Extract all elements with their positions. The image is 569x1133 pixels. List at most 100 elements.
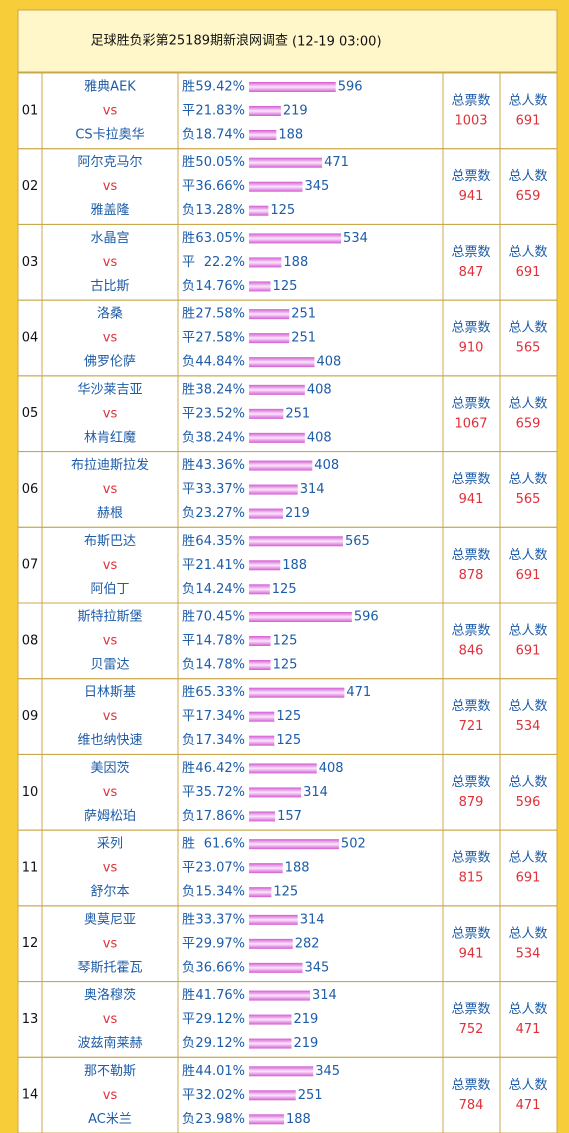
outcome-label: 胜 xyxy=(182,912,195,927)
total-votes-label: 总票数 xyxy=(451,245,490,260)
vote-bar xyxy=(249,811,276,822)
away-team: 雅盖隆 xyxy=(90,203,129,218)
outcome-label: 胜 xyxy=(182,382,195,397)
total-votes-label: 总票数 xyxy=(451,1078,490,1093)
vote-bar xyxy=(249,839,339,850)
home-team: 水晶宫 xyxy=(90,231,129,246)
outcome-label: 负 xyxy=(182,203,195,218)
vote-bar xyxy=(249,508,283,519)
vote-count: 282 xyxy=(295,936,320,951)
total-people-label: 总人数 xyxy=(508,851,547,866)
home-team: 布拉迪斯拉发 xyxy=(71,457,149,473)
total-people-label: 总人数 xyxy=(508,548,547,563)
percent: 27.58% xyxy=(195,307,245,322)
total-people: 534 xyxy=(516,946,541,961)
percent: 23.27% xyxy=(195,506,245,521)
row-number: 02 xyxy=(22,179,39,194)
vote-count: 125 xyxy=(276,733,301,748)
percent: 21.83% xyxy=(195,104,245,119)
outcome-label: 负 xyxy=(182,809,195,824)
outcome-label: 胜 xyxy=(182,610,195,625)
vote-bar xyxy=(249,1066,314,1077)
percent: 41.76% xyxy=(195,988,245,1003)
total-votes-label: 总票数 xyxy=(451,624,490,639)
row-number: 03 xyxy=(22,255,39,270)
outcome-label: 平 xyxy=(182,255,195,270)
vote-count: 345 xyxy=(305,179,330,194)
home-team: 奥莫尼亚 xyxy=(84,912,136,927)
vote-bar xyxy=(249,257,282,268)
percent: 33.37% xyxy=(195,912,245,927)
home-team: 那不勒斯 xyxy=(84,1064,136,1079)
total-people: 691 xyxy=(516,644,541,659)
total-people-label: 总人数 xyxy=(508,775,547,790)
vs: vs xyxy=(103,634,118,649)
percent: 61.6% xyxy=(204,837,245,852)
percent: 44.01% xyxy=(195,1064,245,1079)
vote-count: 408 xyxy=(307,382,332,397)
vote-count: 596 xyxy=(354,610,379,625)
outcome-label: 胜 xyxy=(182,231,195,246)
vote-count: 345 xyxy=(315,1064,340,1079)
vote-bar xyxy=(249,484,298,495)
vote-bar xyxy=(249,863,283,874)
vote-bar xyxy=(249,357,315,368)
vote-bar xyxy=(249,384,305,395)
away-team: 赫根 xyxy=(97,506,123,521)
vote-bar xyxy=(249,763,317,774)
vote-bar xyxy=(249,106,281,116)
outcome-label: 负 xyxy=(182,506,195,521)
total-votes: 752 xyxy=(459,1022,484,1037)
total-people-label: 总人数 xyxy=(508,624,547,639)
vs: vs xyxy=(103,785,118,800)
vote-bar xyxy=(249,1038,292,1049)
vs: vs xyxy=(103,104,118,119)
vote-count: 596 xyxy=(338,80,363,95)
row-number: 01 xyxy=(22,103,39,118)
vote-count: 314 xyxy=(312,988,337,1003)
total-votes: 878 xyxy=(459,568,484,583)
vote-count: 408 xyxy=(316,355,341,370)
vote-bar xyxy=(249,711,275,722)
row-number: 04 xyxy=(22,331,39,346)
vote-bar xyxy=(249,333,290,344)
percent: 14.78% xyxy=(195,634,245,649)
total-people: 691 xyxy=(516,114,541,129)
row-number: 07 xyxy=(22,558,39,573)
percent: 50.05% xyxy=(195,155,245,170)
total-people: 659 xyxy=(516,416,541,431)
percent: 23.07% xyxy=(195,861,245,876)
away-team: 贝雷达 xyxy=(90,658,129,673)
vote-count: 471 xyxy=(346,685,371,700)
vote-bar xyxy=(249,887,272,898)
percent: 23.52% xyxy=(195,406,245,421)
vs: vs xyxy=(103,482,118,497)
vote-count: 408 xyxy=(319,761,344,776)
vs: vs xyxy=(103,861,118,876)
home-team: 斯特拉斯堡 xyxy=(77,609,142,625)
vote-count: 188 xyxy=(286,1112,311,1127)
percent: 65.33% xyxy=(195,685,245,700)
vote-bar xyxy=(249,735,275,746)
vote-count: 125 xyxy=(273,279,298,294)
vote-count: 219 xyxy=(294,1012,319,1027)
total-votes-label: 总票数 xyxy=(451,321,490,336)
home-team: 洛桑 xyxy=(97,307,123,322)
away-team: 萨姆松珀 xyxy=(84,809,136,824)
percent: 18.74% xyxy=(195,128,245,143)
percent: 35.72% xyxy=(195,785,245,800)
vote-count: 188 xyxy=(278,128,303,143)
percent: 70.45% xyxy=(195,610,245,625)
vote-count: 408 xyxy=(314,458,339,473)
vote-bar xyxy=(249,460,313,471)
outcome-label: 负 xyxy=(182,733,195,748)
total-votes-label: 总票数 xyxy=(451,699,490,714)
vote-bar xyxy=(249,536,343,547)
outcome-label: 胜 xyxy=(182,988,195,1003)
outcome-label: 负 xyxy=(182,1036,195,1051)
vote-bar xyxy=(249,281,271,292)
percent: 13.28% xyxy=(195,203,245,218)
vote-count: 125 xyxy=(273,885,298,900)
outcome-label: 胜 xyxy=(182,80,195,95)
